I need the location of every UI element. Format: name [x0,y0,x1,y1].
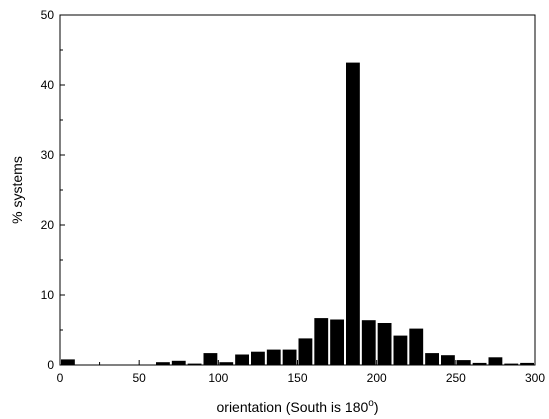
y-tick-label: 10 [41,288,55,302]
histogram-bar [235,354,249,365]
y-tick-label: 0 [47,358,54,372]
histogram-bar [266,349,281,365]
x-tick-label: 300 [525,371,545,385]
y-tick-label: 40 [41,78,55,92]
bars-group [61,62,534,365]
histogram-bar [298,338,313,365]
x-tick-label: 0 [57,371,64,385]
x-axis-title-main: orientation (South is 180 [217,399,369,415]
y-tick-label: 30 [41,148,55,162]
plot-frame [59,14,536,366]
histogram-bar [330,319,344,365]
histogram-bar [251,351,265,365]
histogram-bar [203,353,218,365]
x-axis-ticks: 0 50 100 150 200 250 300 [57,360,545,385]
histogram-bar [456,360,471,365]
x-tick-label: 50 [132,371,146,385]
x-tick-label: 200 [367,371,387,385]
histogram-bar [472,362,487,365]
x-tick-label: 150 [287,371,307,385]
x-tick-label: 100 [208,371,228,385]
y-axis-title: % systems [9,156,25,224]
y-tick-label: 50 [41,8,55,22]
histogram-bar [187,363,202,365]
histogram-bar [393,335,408,365]
histogram-bar [425,353,439,365]
histogram-bar [61,359,75,365]
x-axis-title-suffix: ) [374,399,379,415]
histogram-bar [314,318,329,365]
histogram-bar [504,363,519,365]
histogram-bar [282,349,297,365]
histogram-bar [520,362,534,365]
histogram-bar [441,355,455,365]
x-axis-title-superscript: o [368,398,374,409]
x-tick-label: 250 [446,371,466,385]
histogram-bar [219,362,234,365]
histogram-bar [156,362,170,365]
histogram-bar [488,357,503,365]
histogram-bar [409,328,424,365]
histogram-bar [377,323,392,365]
x-axis-title: orientation (South is 180o) [217,398,379,415]
histogram-bar [361,320,376,365]
y-tick-label: 20 [41,218,55,232]
histogram-bar [346,62,360,365]
y-axis-ticks: 0 10 20 30 40 50 [41,8,65,372]
